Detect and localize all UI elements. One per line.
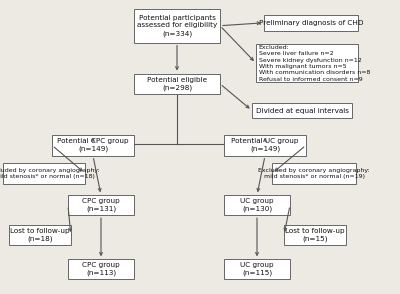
FancyBboxPatch shape — [68, 195, 134, 215]
Text: UC group
(n=115): UC group (n=115) — [240, 262, 274, 276]
Text: Excluded by coronary angiography:
mild stenosis* or normal (n=19): Excluded by coronary angiography: mild s… — [258, 168, 370, 179]
FancyBboxPatch shape — [252, 103, 352, 118]
FancyBboxPatch shape — [9, 225, 71, 245]
FancyBboxPatch shape — [52, 135, 134, 156]
Text: Excluded:
Severe liver failure n=2
Severe kidney dysfunction n=12
With malignant: Excluded: Severe liver failure n=2 Sever… — [259, 45, 370, 82]
Text: Excluded by coronary angiography:
mild stenosis* or normal (n=18): Excluded by coronary angiography: mild s… — [0, 168, 100, 179]
FancyBboxPatch shape — [256, 44, 358, 82]
Text: CPC group
(n=113): CPC group (n=113) — [82, 262, 120, 276]
FancyBboxPatch shape — [68, 259, 134, 279]
Text: UC group
(n=130): UC group (n=130) — [240, 198, 274, 212]
Text: Divided at equal intervals: Divided at equal intervals — [256, 108, 348, 113]
FancyBboxPatch shape — [134, 9, 220, 43]
Text: Lost to follow-up
(n=18): Lost to follow-up (n=18) — [10, 228, 70, 242]
Text: Lost to follow-up
(n=15): Lost to follow-up (n=15) — [285, 228, 345, 242]
FancyBboxPatch shape — [3, 163, 85, 184]
FancyBboxPatch shape — [224, 195, 290, 215]
Text: CPC group
(n=131): CPC group (n=131) — [82, 198, 120, 212]
Text: Preliminary diagnosis of CHD: Preliminary diagnosis of CHD — [259, 20, 363, 26]
FancyBboxPatch shape — [272, 163, 356, 184]
Text: Potential CPC group
(n=149): Potential CPC group (n=149) — [57, 138, 129, 152]
FancyBboxPatch shape — [224, 259, 290, 279]
Text: Potential participants
assessed for eligibility
(n=334): Potential participants assessed for elig… — [137, 15, 217, 37]
FancyBboxPatch shape — [134, 74, 220, 94]
Text: Potential UC group
(n=149): Potential UC group (n=149) — [231, 138, 299, 152]
FancyBboxPatch shape — [284, 225, 346, 245]
FancyBboxPatch shape — [224, 135, 306, 156]
Text: Potential eligible
(n=298): Potential eligible (n=298) — [147, 77, 207, 91]
FancyBboxPatch shape — [264, 15, 358, 31]
